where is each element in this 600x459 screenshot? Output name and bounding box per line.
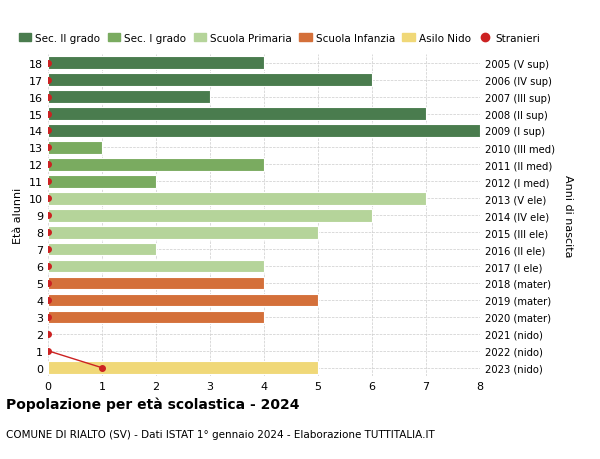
Bar (48, 226, 318, 239)
Y-axis label: Età alunni: Età alunni (13, 188, 23, 244)
Bar (48, 362, 318, 374)
Bar (48, 91, 210, 104)
Legend: Sec. II grado, Sec. I grado, Scuola Primaria, Scuola Infanzia, Asilo Nido, Stran: Sec. II grado, Sec. I grado, Scuola Prim… (19, 34, 540, 44)
Bar (48, 311, 264, 324)
Bar (48, 74, 372, 87)
Y-axis label: Anni di nascita: Anni di nascita (563, 174, 573, 257)
Bar (48, 260, 264, 273)
Bar (48, 176, 156, 188)
Bar (48, 125, 480, 138)
Text: COMUNE DI RIALTO (SV) - Dati ISTAT 1° gennaio 2024 - Elaborazione TUTTITALIA.IT: COMUNE DI RIALTO (SV) - Dati ISTAT 1° ge… (6, 429, 435, 439)
Bar (48, 294, 318, 307)
Bar (48, 57, 264, 70)
Bar (48, 192, 426, 205)
Text: Popolazione per età scolastica - 2024: Popolazione per età scolastica - 2024 (6, 397, 299, 412)
Bar (48, 108, 426, 121)
Bar (48, 159, 264, 171)
Bar (48, 142, 102, 154)
Bar (48, 209, 372, 222)
Bar (48, 277, 264, 290)
Bar (48, 243, 156, 256)
